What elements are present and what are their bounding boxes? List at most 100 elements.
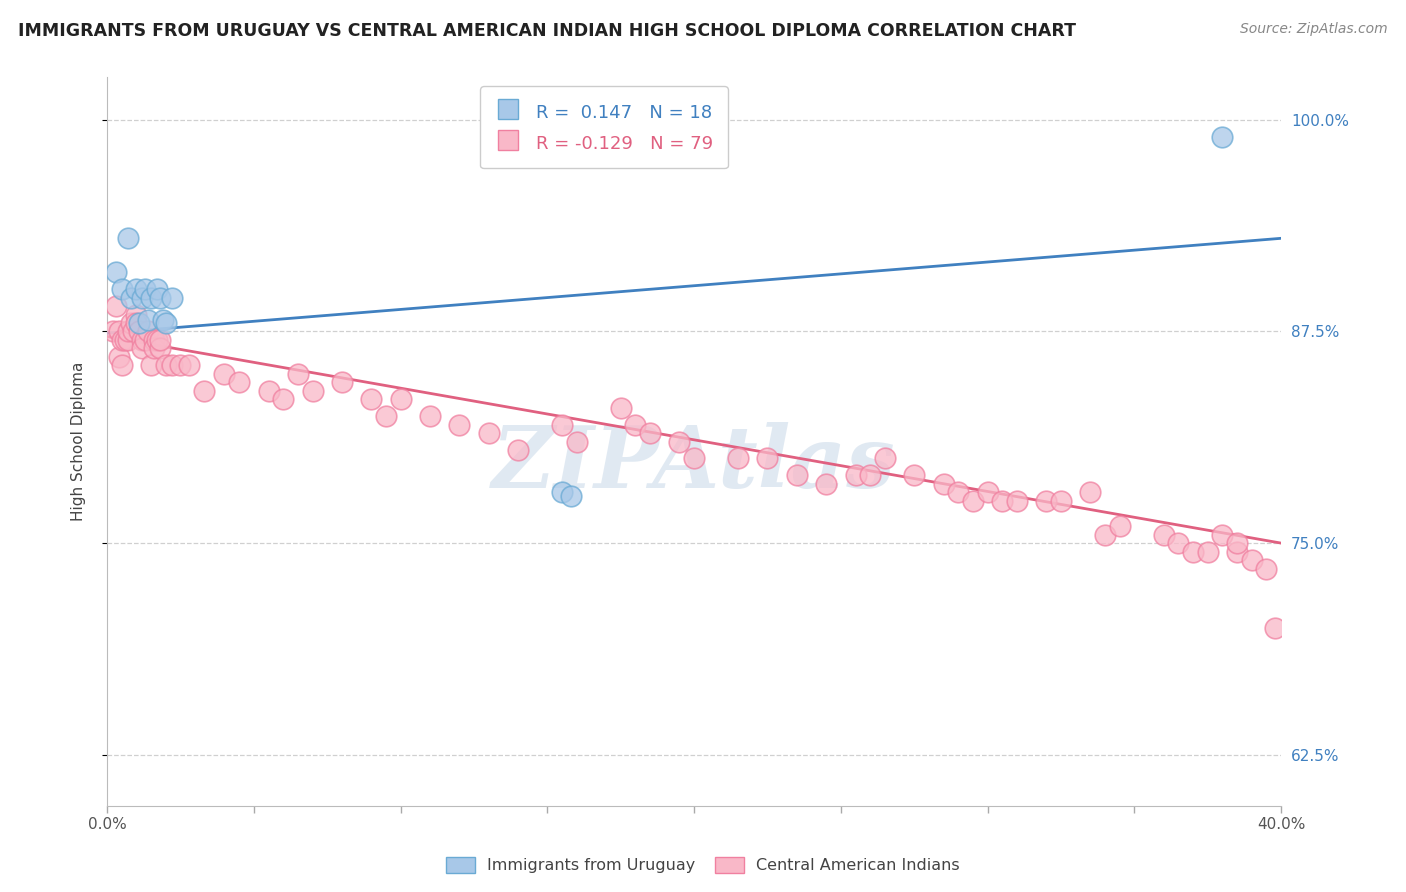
Point <box>1167 536 1189 550</box>
Point <box>624 417 647 432</box>
Point <box>125 282 148 296</box>
Point <box>1211 527 1233 541</box>
Point <box>565 434 588 449</box>
Text: IMMIGRANTS FROM URUGUAY VS CENTRAL AMERICAN INDIAN HIGH SCHOOL DIPLOMA CORRELATI: IMMIGRANTS FROM URUGUAY VS CENTRAL AMERI… <box>18 22 1076 40</box>
Point <box>551 417 574 432</box>
Point <box>155 316 177 330</box>
Point <box>108 350 131 364</box>
Point <box>117 333 139 347</box>
Point <box>228 376 250 390</box>
Point <box>991 493 1014 508</box>
Point <box>169 359 191 373</box>
Point <box>419 409 441 423</box>
Point <box>976 485 998 500</box>
Point <box>111 359 134 373</box>
Point <box>128 316 150 330</box>
Point <box>389 392 412 407</box>
Point <box>1211 129 1233 144</box>
Point <box>104 265 127 279</box>
Point <box>149 342 172 356</box>
Point <box>104 299 127 313</box>
Point <box>131 342 153 356</box>
Point <box>873 451 896 466</box>
Point <box>1182 544 1205 558</box>
Point <box>903 468 925 483</box>
Point <box>134 282 156 296</box>
Point <box>111 333 134 347</box>
Point <box>609 401 631 415</box>
Point <box>146 282 169 296</box>
Point <box>108 325 131 339</box>
Point <box>374 409 396 423</box>
Point <box>139 359 162 373</box>
Point <box>257 384 280 398</box>
Point <box>683 451 706 466</box>
Point <box>136 325 159 339</box>
Point <box>122 325 145 339</box>
Point <box>131 333 153 347</box>
Point <box>117 325 139 339</box>
Text: Source: ZipAtlas.com: Source: ZipAtlas.com <box>1240 22 1388 37</box>
Point <box>149 291 172 305</box>
Point <box>1226 544 1249 558</box>
Point <box>815 476 838 491</box>
Point <box>551 485 574 500</box>
Point <box>143 342 166 356</box>
Point <box>287 367 309 381</box>
Point <box>111 282 134 296</box>
Point <box>360 392 382 407</box>
Point <box>134 333 156 347</box>
Point <box>478 425 501 440</box>
Point <box>101 325 124 339</box>
Text: ZIPAtlas: ZIPAtlas <box>492 422 896 505</box>
Point <box>1050 493 1073 508</box>
Point <box>449 417 471 432</box>
Point <box>139 291 162 305</box>
Point <box>120 316 142 330</box>
Y-axis label: High School Diploma: High School Diploma <box>72 362 86 521</box>
Point <box>155 359 177 373</box>
Point <box>1005 493 1028 508</box>
Point <box>330 376 353 390</box>
Point <box>1197 544 1219 558</box>
Point <box>1094 527 1116 541</box>
Point <box>117 231 139 245</box>
Point <box>859 468 882 483</box>
Point <box>128 325 150 339</box>
Point <box>932 476 955 491</box>
Point <box>125 308 148 322</box>
Point <box>301 384 323 398</box>
Point <box>152 312 174 326</box>
Point <box>193 384 215 398</box>
Point <box>1256 561 1278 575</box>
Point <box>506 442 529 457</box>
Point <box>727 451 749 466</box>
Point <box>136 312 159 326</box>
Point <box>1078 485 1101 500</box>
Point <box>844 468 866 483</box>
Point <box>114 333 136 347</box>
Point <box>271 392 294 407</box>
Point <box>143 333 166 347</box>
Point <box>638 425 661 440</box>
Point <box>962 493 984 508</box>
Legend: Immigrants from Uruguay, Central American Indians: Immigrants from Uruguay, Central America… <box>440 850 966 880</box>
Point <box>120 291 142 305</box>
Point <box>179 359 201 373</box>
Legend: R =  0.147   N = 18, R = -0.129   N = 79: R = 0.147 N = 18, R = -0.129 N = 79 <box>479 87 727 169</box>
Point <box>756 451 779 466</box>
Point <box>160 291 183 305</box>
Point <box>149 333 172 347</box>
Point <box>146 333 169 347</box>
Point <box>1240 553 1263 567</box>
Point <box>1035 493 1057 508</box>
Point <box>131 291 153 305</box>
Point <box>214 367 236 381</box>
Point <box>948 485 970 500</box>
Point <box>1264 621 1286 635</box>
Point <box>1108 519 1130 533</box>
Point <box>125 316 148 330</box>
Point <box>560 489 582 503</box>
Point <box>160 359 183 373</box>
Point <box>1226 536 1249 550</box>
